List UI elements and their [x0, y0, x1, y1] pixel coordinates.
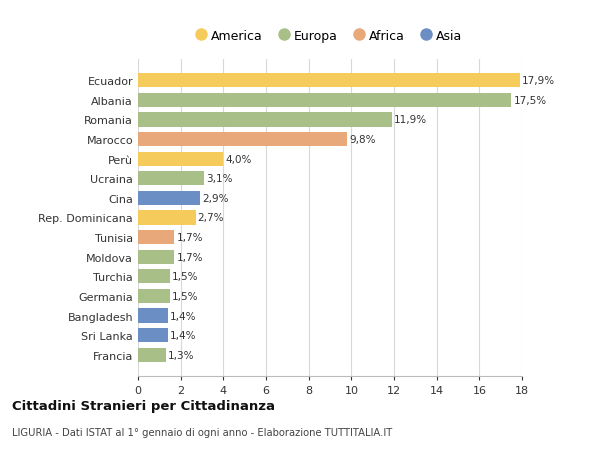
Text: 4,0%: 4,0%: [226, 154, 252, 164]
Text: 1,5%: 1,5%: [172, 272, 199, 282]
Text: 1,4%: 1,4%: [170, 330, 197, 341]
Text: 11,9%: 11,9%: [394, 115, 427, 125]
Text: 17,9%: 17,9%: [522, 76, 555, 86]
Text: 1,7%: 1,7%: [176, 252, 203, 262]
Bar: [138, 94, 511, 108]
Text: 3,1%: 3,1%: [206, 174, 233, 184]
Bar: [138, 289, 170, 303]
Bar: [138, 348, 166, 362]
Bar: [138, 74, 520, 88]
Bar: [138, 250, 174, 264]
Text: LIGURIA - Dati ISTAT al 1° gennaio di ogni anno - Elaborazione TUTTITALIA.IT: LIGURIA - Dati ISTAT al 1° gennaio di og…: [12, 427, 392, 437]
Bar: [138, 211, 196, 225]
Text: 1,3%: 1,3%: [168, 350, 194, 360]
Text: Cittadini Stranieri per Cittadinanza: Cittadini Stranieri per Cittadinanza: [12, 399, 275, 412]
Text: 9,8%: 9,8%: [349, 135, 376, 145]
Legend: America, Europa, Africa, Asia: America, Europa, Africa, Asia: [193, 25, 467, 48]
Text: 1,5%: 1,5%: [172, 291, 199, 301]
Bar: [138, 172, 204, 186]
Bar: [138, 113, 392, 127]
Bar: [138, 269, 170, 284]
Bar: [138, 191, 200, 206]
Bar: [138, 309, 168, 323]
Text: 2,9%: 2,9%: [202, 194, 229, 203]
Bar: [138, 230, 174, 245]
Bar: [138, 133, 347, 147]
Text: 17,5%: 17,5%: [514, 95, 547, 106]
Bar: [138, 328, 168, 342]
Text: 2,7%: 2,7%: [198, 213, 224, 223]
Text: 1,4%: 1,4%: [170, 311, 197, 321]
Bar: [138, 152, 223, 166]
Text: 1,7%: 1,7%: [176, 233, 203, 242]
